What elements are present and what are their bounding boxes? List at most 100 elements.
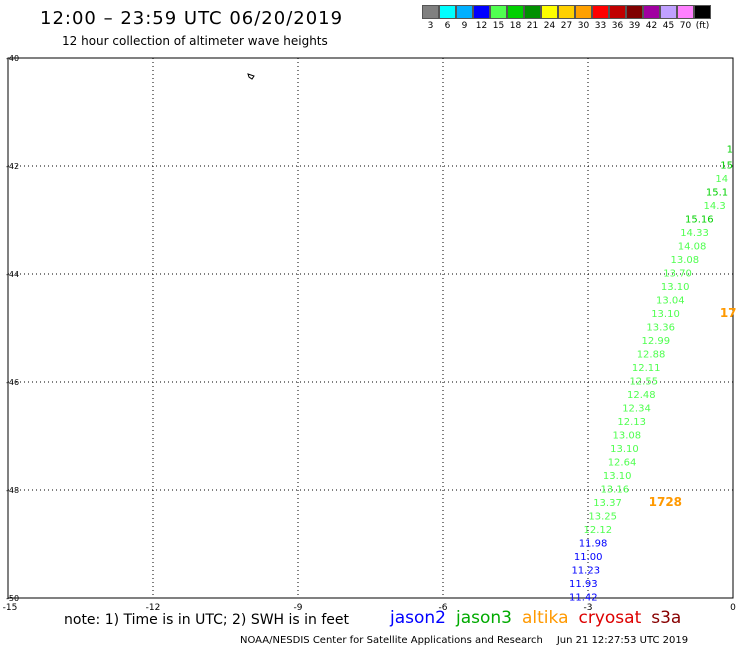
wave-height-label: 11.98 [579, 539, 608, 550]
color-scale-bar [422, 5, 711, 19]
color-scale-label: 42 [645, 21, 658, 31]
wave-height-label: 13.08 [613, 431, 642, 442]
legend-item: s3a [651, 608, 682, 628]
wave-height-label: 13.36 [646, 323, 675, 334]
lon-tick-label: -9 [294, 603, 303, 613]
wave-height-label: 12.64 [608, 458, 637, 469]
color-swatch [422, 5, 439, 19]
color-swatch [575, 5, 592, 19]
color-swatch [643, 5, 660, 19]
pass-time-label: 17 [720, 306, 737, 320]
map-frame [7, 57, 734, 599]
lat-tick-label: -40 [6, 54, 19, 63]
lon-tick-label: -3 [584, 603, 593, 613]
legend-item: cryosat [578, 608, 642, 628]
color-scale-label: 6 [444, 21, 451, 31]
wave-height-label: 15 [720, 161, 733, 172]
generated-timestamp: Jun 21 12:27:53 UTC 2019 [556, 635, 689, 646]
wave-height-label: 12.48 [627, 390, 656, 401]
color-scale-label: 36 [611, 21, 624, 31]
color-swatch [524, 5, 541, 19]
wave-height-label: 14.33 [680, 228, 709, 239]
island-outline [247, 73, 255, 80]
wave-height-label: 13.70 [663, 269, 692, 280]
wave-height-label: 13.16 [600, 485, 629, 496]
color-swatch [660, 5, 677, 19]
pass-time-label: 1728 [649, 495, 682, 509]
color-swatch [592, 5, 609, 19]
wave-height-label: 14.08 [678, 242, 707, 253]
wave-height-label: 12.55 [629, 377, 658, 388]
color-scale-label: 9 [461, 21, 468, 31]
color-swatch [558, 5, 575, 19]
wave-height-label: 11.00 [574, 552, 603, 563]
wave-height-label: 14.3 [703, 201, 725, 212]
wave-height-label: 13.25 [588, 512, 617, 523]
footer-note: note: 1) Time is in UTC; 2) SWH is in fe… [64, 612, 350, 628]
page-title: 12:00 – 23:59 UTC 06/20/2019 [40, 8, 344, 29]
color-swatch [609, 5, 626, 19]
wave-height-label: 13.08 [671, 255, 700, 266]
color-swatch [473, 5, 490, 19]
wave-height-label: 12.34 [622, 404, 651, 415]
color-swatch [490, 5, 507, 19]
color-scale-label: 39 [628, 21, 641, 31]
lat-tick-label: -42 [6, 162, 19, 171]
wave-height-label: 13.10 [603, 471, 632, 482]
color-scale-label: 21 [526, 21, 539, 31]
wave-height-label: 13.10 [661, 282, 690, 293]
lon-tick-label: -15 [3, 603, 18, 613]
wave-height-label: 13.37 [593, 498, 622, 509]
color-scale-label: 15 [492, 21, 505, 31]
color-scale-label: 3 [427, 21, 434, 31]
lat-tick-label: -50 [6, 594, 19, 603]
wave-height-label: 15.1 [706, 188, 728, 199]
legend-item: jason2 [390, 608, 446, 628]
wave-height-label: 12.88 [637, 350, 666, 361]
color-swatch [626, 5, 643, 19]
lon-tick-label: -12 [146, 603, 161, 613]
lat-tick-label: -44 [6, 270, 19, 279]
color-swatch [439, 5, 456, 19]
wave-height-label: 15.16 [685, 215, 714, 226]
wave-height-label: 11.23 [571, 566, 600, 577]
color-scale-label: 12 [475, 21, 488, 31]
color-scale-label: 30 [577, 21, 590, 31]
credit-line: NOAA/NESDIS Center for Satellite Applica… [240, 635, 688, 646]
wave-height-labels: 1 15 14 15.1 14.3 15.16 14.33 14.08 13.08 13.70 13… [569, 145, 736, 604]
color-swatch [507, 5, 524, 19]
color-scale-label: 33 [594, 21, 607, 31]
color-swatch [677, 5, 694, 19]
map-grid [7, 57, 734, 599]
color-scale-label: 24 [543, 21, 556, 31]
legend-item: jason3 [456, 608, 512, 628]
color-scale-label: (ft) [695, 21, 710, 31]
color-scale-label: 45 [662, 21, 675, 31]
wave-height-label: 1 [727, 145, 733, 156]
legend-item: altika [522, 608, 569, 628]
color-scale-label: 18 [509, 21, 522, 31]
wave-height-label: 13.04 [656, 296, 685, 307]
lat-tick-label: -46 [6, 378, 19, 387]
wave-height-label: 13.10 [610, 444, 639, 455]
satellite-legend: jason2 jason3 altika cryosat s3a [390, 608, 691, 628]
wave-height-label: 14 [715, 174, 728, 185]
color-swatch [541, 5, 558, 19]
credit-text: NOAA/NESDIS Center for Satellite Applica… [240, 635, 543, 646]
wave-height-label: 12.13 [617, 417, 646, 428]
wave-height-label: 12.99 [642, 336, 671, 347]
color-scale-label: 27 [560, 21, 573, 31]
page-subtitle: 12 hour collection of altimeter wave hei… [62, 34, 328, 48]
color-swatch [694, 5, 711, 19]
color-swatch [456, 5, 473, 19]
color-scale-label: 70 [679, 21, 692, 31]
wave-height-label: 11.93 [569, 579, 598, 590]
wave-height-label: 11.42 [569, 593, 598, 604]
color-scale-labels: 3 6 9 12 15 18 21 24 27 30 33 36 39 42 45 70 (ft) [422, 21, 711, 31]
wave-height-label: 12.12 [584, 525, 613, 536]
lat-tick-label: -48 [6, 486, 19, 495]
wave-height-label: 13.10 [651, 309, 680, 320]
axis-ticks: -40 -42 -44 -46 -48 -50-15 -12 -9 -6 -3 0 [3, 54, 736, 613]
wave-height-label: 12.11 [632, 363, 661, 374]
